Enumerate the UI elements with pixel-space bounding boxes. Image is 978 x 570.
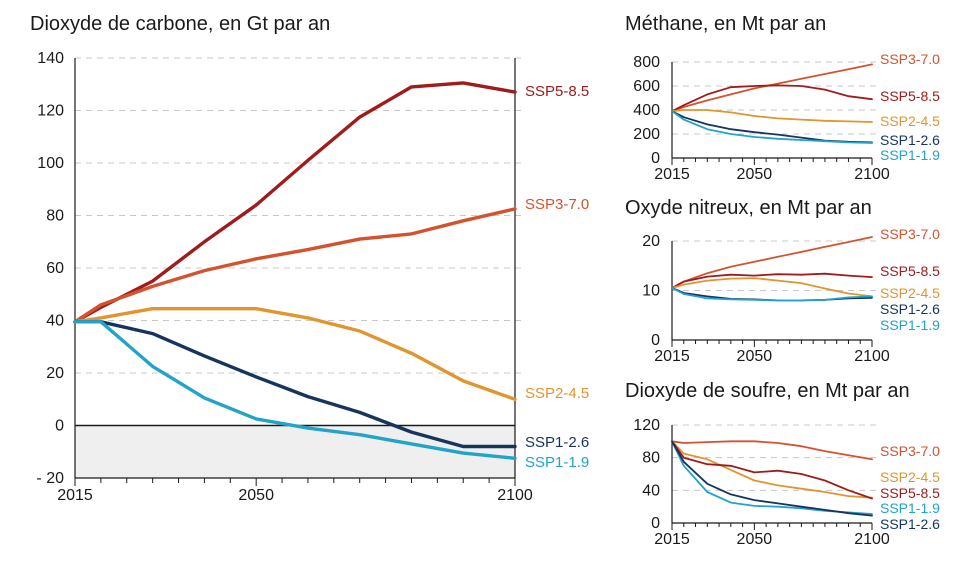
x-tick-label: 2100 — [854, 531, 890, 548]
series-label: SSP5-8.5 — [880, 485, 940, 501]
x-tick-label: 2100 — [497, 487, 533, 504]
series-label: SSP3-7.0 — [880, 443, 940, 459]
y-tick-label: 120 — [633, 417, 660, 434]
x-tick-label: 2050 — [737, 166, 773, 183]
x-tick-label: 2015 — [654, 531, 690, 548]
y-tick-label: 800 — [633, 54, 660, 71]
chart-ch4: Méthane, en Mt par an 0 200 400 600 800 2015 20… — [625, 13, 940, 183]
chart-title: Dioxyde de carbone, en Gt par an — [30, 13, 330, 35]
series-line-ssp2-4-5 — [671, 109, 873, 123]
series-line-ssp3-7-0 — [671, 440, 873, 461]
series-label: SSP3-7.0 — [880, 51, 940, 67]
y-tick-label: 40 — [642, 482, 660, 499]
x-tick-label: 2100 — [854, 166, 890, 183]
series-label: SSP1-1.9 — [525, 454, 589, 471]
series-label: SSP1-1.9 — [880, 147, 940, 163]
negative-band — [75, 425, 515, 478]
x-tick-label: 2050 — [737, 348, 773, 365]
series-line-ssp1-1-9 — [671, 287, 873, 302]
y-tick-label: 120 — [37, 103, 64, 120]
series-line-ssp3-7-0 — [73, 207, 517, 324]
y-tick-label: 200 — [633, 126, 660, 143]
series-line-ssp2-4-5 — [671, 277, 873, 298]
y-tick-label: 400 — [633, 102, 660, 119]
chart-co2: Dioxyde de carbone, en Gt par an - 20 0 20 4… — [30, 13, 589, 504]
y-tick-label: 0 — [651, 150, 660, 167]
y-tick-label: 40 — [46, 313, 64, 330]
y-tick-label: - 20 — [36, 470, 64, 487]
chart-so2: Dioxyde de soufre, en Mt par an 0 40 80 120 2… — [625, 380, 940, 548]
series-label: SSP1-2.6 — [880, 516, 940, 532]
series-label: SSP2-4.5 — [880, 469, 940, 485]
series-label: SSP2-4.5 — [525, 385, 589, 402]
series-label: SSP1-2.6 — [880, 132, 940, 148]
y-tick-label: 80 — [46, 208, 64, 225]
series-label: SSP5-8.5 — [880, 263, 940, 279]
series-label: SSP5-8.5 — [880, 88, 940, 104]
chart-n2o: Oxyde nitreux, en Mt par an 0 10 20 2015 2050… — [625, 197, 940, 365]
series-label: SSP1-2.6 — [880, 301, 940, 317]
series-label: SSP1-1.9 — [880, 500, 940, 516]
x-tick-label: 2050 — [238, 487, 274, 504]
x-tick-label: 2015 — [654, 348, 690, 365]
series-line-ssp3-7-0 — [671, 236, 873, 289]
y-tick-label: 60 — [46, 260, 64, 277]
series-line-ssp3-7-0 — [671, 63, 873, 113]
series-line-ssp2-4-5 — [671, 440, 873, 499]
chart-title: Méthane, en Mt par an — [625, 13, 826, 35]
series-line-ssp2-4-5 — [73, 307, 517, 401]
series-label: SSP1-1.9 — [880, 317, 940, 333]
series-line-ssp5-8-5 — [671, 440, 873, 500]
series-label: SSP2-4.5 — [880, 113, 940, 129]
y-tick-label: 20 — [642, 233, 660, 250]
y-tick-label: 140 — [37, 50, 64, 67]
series-line-ssp1-2-6 — [671, 440, 873, 517]
series-line-ssp1-2-6 — [73, 320, 517, 449]
series-label: SSP3-7.0 — [880, 226, 940, 242]
x-tick-label: 2015 — [654, 166, 690, 183]
x-tick-label: 2100 — [854, 348, 890, 365]
chart-title: Dioxyde de soufre, en Mt par an — [625, 380, 910, 402]
series-label: SSP1-2.6 — [525, 434, 589, 451]
y-tick-label: 0 — [651, 332, 660, 349]
y-tick-label: 10 — [642, 283, 660, 300]
series-line-ssp1-1-9 — [671, 110, 873, 144]
series-line-ssp5-8-5 — [671, 84, 873, 113]
series-label: SSP3-7.0 — [525, 196, 589, 213]
x-tick-label: 2015 — [57, 487, 93, 504]
y-tick-label: 20 — [46, 365, 64, 382]
chart-title: Oxyde nitreux, en Mt par an — [625, 197, 872, 219]
y-tick-label: 0 — [55, 418, 64, 435]
series-line-ssp5-8-5 — [73, 81, 517, 324]
y-tick-label: 600 — [633, 78, 660, 95]
series-label: SSP2-4.5 — [880, 285, 940, 301]
x-tick-label: 2050 — [737, 531, 773, 548]
y-tick-label: 100 — [37, 155, 64, 172]
series-label: SSP5-8.5 — [525, 83, 589, 100]
series-line-ssp1-1-9 — [73, 320, 517, 460]
y-tick-label: 0 — [651, 515, 660, 532]
series-line-ssp5-8-5 — [671, 272, 873, 289]
y-tick-label: 80 — [642, 450, 660, 467]
